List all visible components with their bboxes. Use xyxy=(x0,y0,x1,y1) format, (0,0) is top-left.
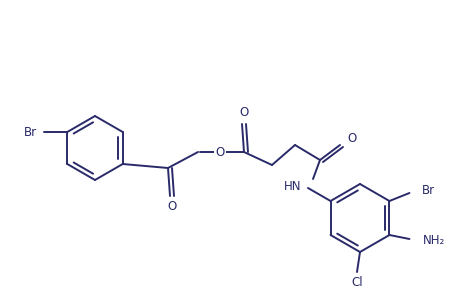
Text: Br: Br xyxy=(24,126,37,138)
Text: Cl: Cl xyxy=(351,276,363,290)
Text: O: O xyxy=(167,201,177,213)
Text: O: O xyxy=(216,146,225,158)
Text: Br: Br xyxy=(421,185,435,198)
Text: HN: HN xyxy=(284,181,301,193)
Text: O: O xyxy=(347,131,357,144)
Text: O: O xyxy=(239,106,249,119)
Text: NH₂: NH₂ xyxy=(423,233,445,246)
